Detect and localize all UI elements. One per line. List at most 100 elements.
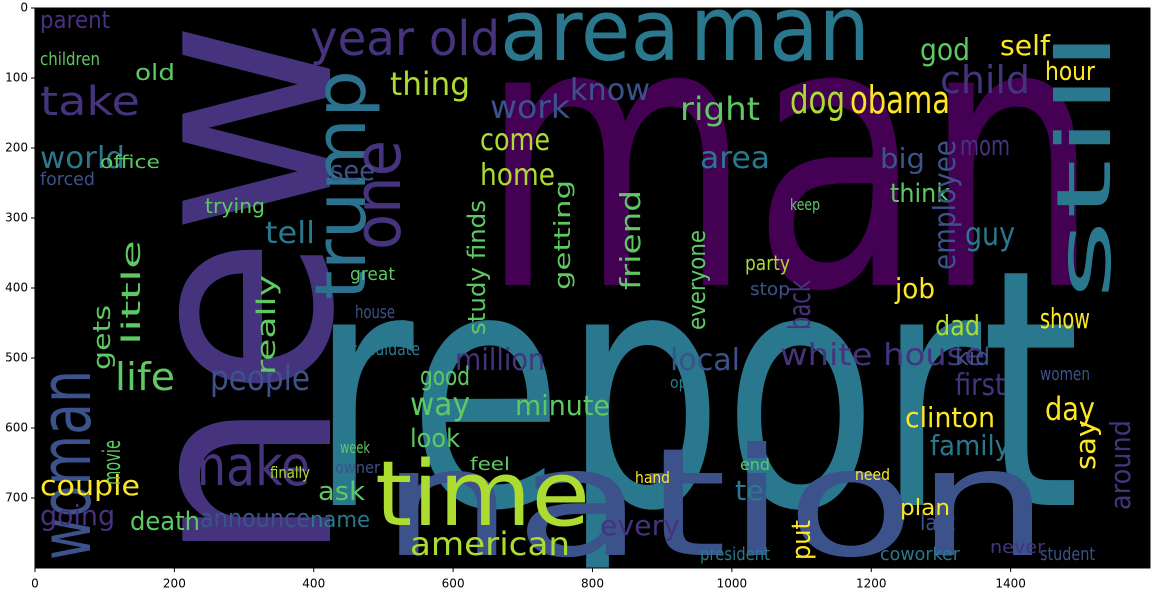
image-background — [35, 8, 1150, 568]
word: dog — [790, 78, 845, 122]
word: name — [310, 508, 370, 533]
word: hour — [1045, 57, 1095, 87]
word: around — [1104, 420, 1137, 510]
word: child — [940, 58, 1030, 102]
word: year old — [310, 11, 500, 67]
word: employee — [928, 140, 963, 270]
word: family — [930, 429, 1010, 462]
word: obama — [850, 78, 950, 122]
word: old — [135, 61, 175, 86]
word: study finds — [463, 200, 491, 335]
word: man — [690, 0, 870, 82]
word: finally — [270, 463, 310, 482]
word: coworker — [880, 544, 961, 565]
word: feel — [470, 454, 510, 475]
word: show — [1040, 302, 1090, 335]
word: see — [330, 154, 375, 187]
y-tick-label: 400 — [5, 281, 28, 295]
word: man — [480, 0, 1100, 373]
word: god — [920, 33, 970, 68]
word: great — [350, 264, 395, 285]
word: guy — [965, 215, 1015, 253]
word: self — [1000, 29, 1051, 62]
word: dad — [935, 309, 980, 342]
y-tick-label: 500 — [5, 351, 28, 365]
y-tick-label: 100 — [5, 71, 28, 85]
word: area — [700, 141, 770, 176]
word: life — [115, 355, 175, 399]
word: report — [310, 199, 1080, 583]
word: big — [880, 142, 925, 175]
word: plan — [900, 496, 950, 521]
word: house — [355, 302, 395, 323]
word: million — [455, 343, 545, 378]
word: need — [855, 465, 890, 484]
word: really — [252, 275, 282, 375]
word: come — [480, 123, 550, 158]
word: work — [490, 88, 570, 126]
word: announce — [200, 504, 310, 534]
word: make — [180, 434, 310, 498]
word: last — [920, 511, 955, 536]
word: death — [130, 507, 200, 537]
word: back — [783, 280, 818, 330]
word: never — [990, 537, 1046, 558]
word: candidate — [350, 339, 420, 360]
word: everyone — [683, 230, 711, 330]
x-tick-label: 0 — [31, 577, 39, 591]
word: say — [1069, 420, 1102, 470]
word: put — [787, 520, 817, 560]
word: party — [745, 251, 790, 275]
x-tick-label: 800 — [581, 577, 604, 591]
word: one — [341, 140, 416, 250]
word: friend — [614, 190, 647, 290]
word: trying — [205, 194, 265, 218]
word: good — [420, 362, 470, 392]
word: minute — [515, 389, 610, 422]
word: people — [210, 359, 310, 399]
word: trump — [300, 70, 382, 300]
word: clinton — [905, 401, 995, 434]
word: think — [890, 179, 950, 209]
word: week — [340, 438, 371, 457]
word: way — [410, 385, 470, 423]
word: world — [40, 141, 125, 176]
word: local — [670, 343, 740, 378]
word: thing — [390, 65, 470, 103]
word: children — [40, 49, 100, 70]
word: still — [1040, 30, 1128, 300]
word: home — [480, 158, 555, 193]
word: getting — [551, 180, 576, 290]
word: time — [375, 442, 590, 547]
x-tick-label: 1000 — [717, 577, 748, 591]
word: kid — [955, 343, 990, 371]
word: movie — [98, 440, 126, 485]
word: teen — [735, 474, 800, 507]
word: parent — [40, 6, 110, 34]
word: stop — [750, 279, 790, 300]
word: keep — [790, 195, 820, 214]
x-tick-label: 200 — [163, 577, 186, 591]
word: woman — [25, 370, 107, 560]
y-tick-label: 700 — [5, 491, 28, 505]
x-tick-label: 400 — [302, 577, 325, 591]
word: job — [894, 272, 935, 305]
word: mom — [960, 129, 1010, 162]
word: first — [955, 368, 1005, 403]
word: owner — [335, 458, 380, 477]
word: open — [670, 373, 705, 392]
word: little — [117, 240, 147, 345]
word: take — [40, 79, 140, 125]
word: day — [1045, 390, 1095, 428]
word: student — [1040, 544, 1095, 565]
x-tick-label: 600 — [442, 577, 465, 591]
word: going — [40, 499, 115, 532]
word: ask — [318, 477, 365, 507]
word: president — [700, 544, 770, 565]
y-tick-label: 300 — [5, 211, 28, 225]
word: right — [680, 90, 760, 128]
y-tick-label: 600 — [5, 421, 28, 435]
y-tick-label: 0 — [20, 1, 28, 15]
